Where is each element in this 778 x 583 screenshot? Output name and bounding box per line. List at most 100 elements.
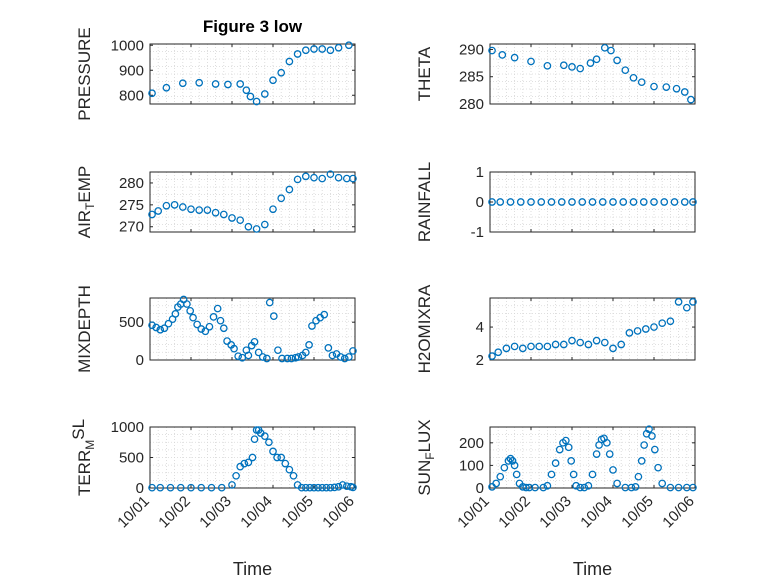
data-point xyxy=(162,83,171,92)
data-point xyxy=(650,323,658,331)
data-point xyxy=(195,206,204,214)
data-point xyxy=(277,453,286,462)
data-point xyxy=(334,173,343,182)
data-point xyxy=(496,198,505,206)
data-point xyxy=(576,64,585,73)
panel-left-row4: 0 500 1000 TERRMSL 10/01 10/02 10/03 10/04 10/05… xyxy=(69,419,358,579)
data-point xyxy=(197,483,206,492)
data-point xyxy=(164,319,173,328)
data-point xyxy=(689,298,697,306)
data-point xyxy=(265,438,273,447)
x-tick-label: 10/04 xyxy=(237,493,276,532)
figure-title: Figure 3 low xyxy=(203,17,303,36)
data-point xyxy=(525,483,534,492)
axes-box xyxy=(149,171,356,233)
data-point xyxy=(277,68,286,77)
data-point xyxy=(516,198,525,206)
x-tick-label: 10/05 xyxy=(278,493,317,532)
data-point xyxy=(543,61,552,70)
data-point xyxy=(308,322,316,330)
data-point xyxy=(281,459,290,468)
data-point xyxy=(285,185,294,194)
x-tick-label: 10/03 xyxy=(196,493,235,532)
data-point xyxy=(156,325,165,334)
data-point xyxy=(236,80,245,88)
data-point xyxy=(326,170,335,179)
data-point xyxy=(197,325,206,333)
y-tick-label: 2 xyxy=(476,352,484,369)
data-point xyxy=(154,207,163,215)
data-point xyxy=(324,344,333,352)
data-point xyxy=(178,79,187,88)
data-point xyxy=(326,483,335,492)
data-point xyxy=(318,45,327,53)
data-point xyxy=(183,300,191,308)
data-point xyxy=(492,479,500,488)
data-point xyxy=(535,342,544,351)
data-point xyxy=(260,90,269,98)
data-point xyxy=(567,457,576,465)
data-point xyxy=(607,46,615,55)
panel-right-row2: -1 0 1 RAINFALL xyxy=(415,162,697,242)
data-point xyxy=(531,483,539,492)
y-tick-label: 200 xyxy=(459,435,484,452)
data-point xyxy=(320,310,329,319)
data-point xyxy=(609,198,617,206)
axes-box xyxy=(149,297,356,361)
data-point xyxy=(217,483,226,492)
data-point xyxy=(305,341,313,349)
data-point xyxy=(244,351,253,360)
data-point xyxy=(334,482,343,491)
panel-left-row1: 800 900 1000 PRESSURE Figure 3 low xyxy=(75,17,356,121)
data-point xyxy=(547,470,556,479)
y-axis-label: THETA xyxy=(415,46,434,101)
data-point xyxy=(576,338,585,347)
data-point xyxy=(510,342,519,351)
data-point xyxy=(680,198,689,206)
data-point xyxy=(522,483,530,492)
data-point xyxy=(240,459,249,468)
data-point xyxy=(555,445,564,454)
data-point xyxy=(658,479,667,488)
data-point xyxy=(148,210,156,219)
data-point xyxy=(592,450,601,458)
data-point xyxy=(629,73,638,82)
data-point xyxy=(640,441,649,449)
panel-left-row2: 270 275 280 AIRTEMP xyxy=(75,166,357,238)
data-point xyxy=(551,340,560,349)
y-tick-label: 285 xyxy=(459,69,484,86)
y-axis-label: PRESSURE xyxy=(75,27,94,121)
y-tick-label: 0 xyxy=(136,352,144,369)
data-point xyxy=(494,348,503,357)
data-point xyxy=(588,198,597,206)
data-point xyxy=(621,66,630,75)
data-point xyxy=(242,86,251,95)
data-point xyxy=(328,351,337,360)
data-point xyxy=(254,348,263,357)
data-point xyxy=(310,45,318,53)
data-point xyxy=(613,56,621,65)
data-point xyxy=(289,471,298,480)
data-point xyxy=(561,436,570,445)
data-point xyxy=(260,220,269,229)
data-point xyxy=(557,198,566,206)
data-point xyxy=(176,483,185,492)
x-tick-label: 10/02 xyxy=(495,493,534,532)
data-point xyxy=(631,483,640,491)
data-point xyxy=(269,312,278,320)
panel-right-row1: 280 285 290 THETA xyxy=(415,41,696,113)
data-point xyxy=(600,43,609,52)
y-tick-label: 1000 xyxy=(111,419,144,436)
y-tick-label: 4 xyxy=(476,319,484,336)
data-point xyxy=(674,298,683,306)
data-point xyxy=(301,348,310,357)
data-point xyxy=(666,317,675,326)
data-point xyxy=(252,97,261,106)
data-point xyxy=(498,51,507,59)
data-point xyxy=(662,83,671,91)
data-point xyxy=(500,463,509,472)
y-tick-label: 500 xyxy=(119,450,144,467)
data-point xyxy=(619,198,628,206)
data-point xyxy=(322,483,331,492)
data-point xyxy=(293,50,302,58)
